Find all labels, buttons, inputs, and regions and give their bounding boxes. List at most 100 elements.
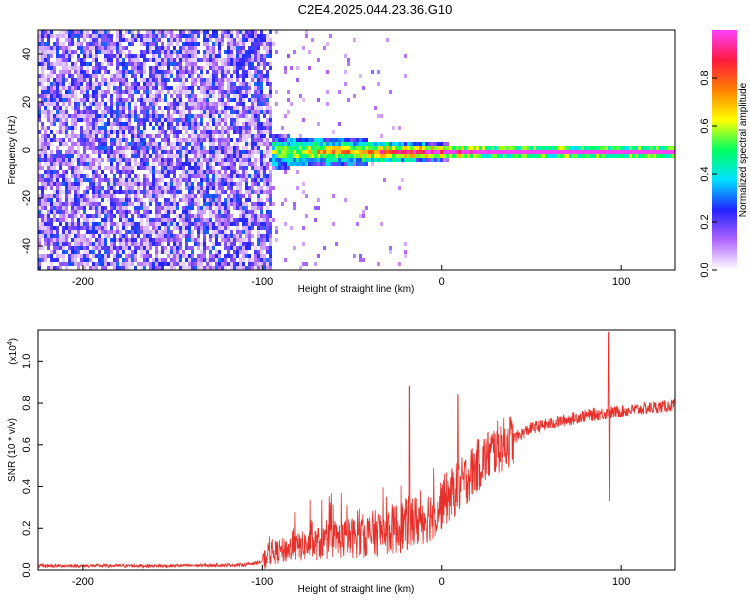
spectrogram-cell [233,42,236,46]
spectrogram-cell [158,262,161,266]
spectrogram-cell [95,58,98,62]
spectrogram-cell [149,146,152,150]
spectrogram-cell [89,230,92,234]
spectrogram-cell [242,110,245,114]
spectrogram-cell [50,186,53,190]
spectrogram-cell [95,50,98,54]
spectrogram-cell [227,86,230,90]
spectrogram-cell [155,154,158,158]
spectrogram-cell [107,70,110,74]
spectrogram-cell [143,230,146,234]
spectrogram-cell [359,254,362,258]
spectrogram-cell [185,182,188,186]
spectrogram-cell [119,122,122,126]
spectrogram-cell [110,206,113,210]
spectrogram-cell [83,110,86,114]
spectrogram-cell [239,102,242,106]
spectrogram-cell [314,142,317,146]
spectrogram-cell [203,126,206,130]
spectrogram-cell [74,182,77,186]
spectrogram-cell [101,78,104,82]
spectrogram-cell [80,154,83,158]
spectrogram-cell [242,66,245,70]
spectrogram-cell [107,118,110,122]
spectrogram-cell [188,118,191,122]
spectrogram-cell [77,194,80,198]
spectrogram-cell [125,162,128,166]
spectrogram-cell [62,242,65,246]
spectrogram-cell [152,54,155,58]
spectrogram-cell [164,94,167,98]
spectrogram-cell [137,66,140,70]
spectrogram-cell [185,178,188,182]
spectrogram-cell [122,246,125,250]
spectrogram-cell [44,86,47,90]
spectrogram-cell [239,150,242,154]
spectrogram-cell [254,206,257,210]
spectrogram-cell [245,90,248,94]
spectrogram-cell [62,262,65,266]
spectrogram-cell [71,138,74,142]
spectrogram-cell [83,34,86,38]
spectrogram-cell [386,154,389,158]
spectrogram-cell [338,122,341,126]
spectrogram-cell [101,242,104,246]
spectrogram-cell [92,138,95,142]
spectrogram-cell [95,210,98,214]
spectrogram-cell [221,206,224,210]
spectrogram-cell [122,178,125,182]
spectrogram-cell [122,122,125,126]
spectrogram-cell [269,30,272,34]
spectrogram-cell [77,106,80,110]
spectrogram-cell [182,70,185,74]
spectrogram-cell [119,106,122,110]
spectrogram-cell [104,258,107,262]
spectrogram-cell [518,150,521,154]
spectrogram-cell [161,138,164,142]
spectrogram-cell [242,174,245,178]
spectrogram-cell [218,158,221,162]
spectrogram-cell [152,242,155,246]
spectrogram-cell [155,74,158,78]
spectrogram-cell [194,106,197,110]
spectrogram-cell [143,110,146,114]
spectrogram-cell [242,54,245,58]
spectrogram-cell [242,154,245,158]
spectrogram-cell [263,142,266,146]
spectrogram-cell [137,186,140,190]
spectrogram-cell [161,186,164,190]
spectrogram-cell [116,46,119,50]
spectrogram-cell [116,142,119,146]
spectrogram-cell [227,78,230,82]
spectrogram-cell [335,142,338,146]
spectrogram-cell [47,222,50,226]
spectrogram-cell [92,190,95,194]
spectrogram-cell [182,82,185,86]
spectrogram-cell [59,98,62,102]
spectrogram-cell [236,154,239,158]
spectrogram-cell [179,254,182,258]
spectrogram-cell [92,146,95,150]
spectrogram-cell [62,114,65,118]
spectrogram-cell [134,38,137,42]
spectrogram-cell [278,138,281,142]
spectrogram-cell [398,150,401,154]
spectrogram-cell [161,158,164,162]
spectrogram-cell [209,34,212,38]
spectrogram-cell [671,154,674,158]
spectrogram-cell [209,82,212,86]
spectrogram-cell [89,94,92,98]
spectrogram-cell [239,194,242,198]
spectrogram-cell [131,182,134,186]
spectrogram-cell [140,78,143,82]
spectrogram-cell [317,150,320,154]
spectrogram-cell [149,66,152,70]
spectrogram-cell [65,66,68,70]
spectrogram-cell [101,222,104,226]
spectrogram-cell [104,94,107,98]
spectrogram-cell [344,162,347,166]
spectrogram-cell [602,154,605,158]
spectrogram-cell [212,34,215,38]
spectrogram-cell [230,146,233,150]
spectrogram-cell [143,38,146,42]
